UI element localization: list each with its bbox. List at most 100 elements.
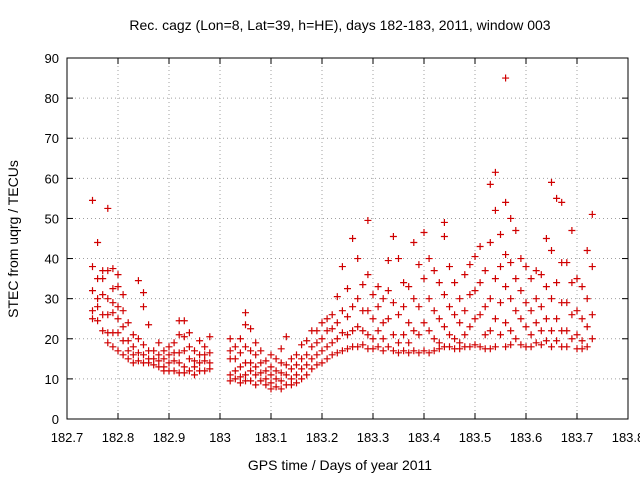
data-point: [415, 303, 423, 311]
data-point: [236, 335, 244, 343]
data-point: [155, 357, 163, 365]
data-point: [507, 295, 515, 303]
data-point: [491, 206, 499, 214]
data-point: [231, 343, 239, 351]
data-point: [287, 381, 295, 389]
data-point: [338, 307, 346, 315]
data-point: [440, 291, 448, 299]
data-point: [364, 271, 372, 279]
x-tick-labels: 182.7 182.8 182.9 183 183.1 183.2 183.3 183.4 18…: [51, 430, 640, 445]
data-point: [451, 279, 459, 287]
data-point: [242, 343, 249, 351]
data-point: [512, 307, 520, 315]
data-point: [389, 331, 397, 339]
data-point: [410, 239, 418, 247]
data-point: [410, 347, 418, 355]
data-point: [369, 345, 377, 353]
data-point: [476, 279, 484, 287]
data-point: [109, 309, 117, 317]
data-point: [369, 315, 377, 323]
data-point: [247, 325, 255, 333]
data-point: [160, 355, 168, 363]
data-point: [94, 317, 102, 325]
data-point: [502, 251, 510, 259]
data-point: [226, 347, 234, 355]
data-point: [242, 309, 249, 317]
data-point: [415, 349, 423, 357]
data-point: [257, 359, 265, 367]
data-point: [527, 275, 535, 283]
data-point: [180, 369, 188, 377]
data-point: [578, 337, 586, 345]
data-point: [277, 359, 285, 367]
data-point: [374, 327, 382, 335]
data-point: [287, 375, 295, 383]
data-point: [573, 275, 581, 283]
grid-layer: [67, 58, 628, 419]
data-point: [384, 257, 392, 265]
data-point: [384, 287, 392, 295]
data-point: [578, 315, 586, 323]
data-point: [119, 351, 127, 359]
y-tick-label: 30: [45, 292, 59, 307]
data-point: [252, 371, 260, 379]
data-point: [236, 373, 244, 381]
data-point: [252, 339, 260, 347]
data-point: [456, 345, 464, 353]
data-point: [226, 371, 234, 379]
data-point: [446, 263, 453, 271]
data-point: [104, 311, 112, 319]
data-point: [175, 331, 183, 339]
data-point: [114, 271, 122, 279]
data-point: [491, 168, 499, 176]
data-point: [298, 365, 306, 373]
data-point: [542, 283, 550, 291]
data-point: [333, 319, 341, 327]
data-point: [440, 323, 448, 331]
data-point: [522, 323, 530, 331]
data-point: [537, 271, 545, 279]
data-point: [395, 339, 402, 347]
data-point: [206, 359, 214, 367]
data-point: [415, 331, 423, 339]
data-point: [583, 247, 591, 255]
data-point: [548, 343, 555, 351]
data-point: [471, 253, 479, 261]
data-point: [104, 339, 112, 347]
data-point: [313, 351, 321, 359]
data-point: [267, 363, 275, 371]
data-point: [206, 333, 214, 341]
data-point: [267, 371, 275, 379]
data-point: [272, 375, 280, 383]
data-point: [323, 315, 331, 323]
data-point: [491, 275, 499, 283]
data-point: [425, 327, 433, 335]
data-point: [420, 319, 428, 327]
data-point: [502, 198, 510, 206]
data-point: [333, 293, 341, 301]
axis-ticks: [66, 57, 629, 420]
data-point: [114, 303, 122, 311]
data-point: [298, 341, 306, 349]
data-point: [145, 321, 153, 329]
data-point: [497, 263, 504, 271]
data-point: [532, 267, 540, 275]
data-point: [338, 263, 346, 271]
data-point: [400, 347, 408, 355]
data-point: [109, 265, 117, 273]
data-point: [298, 355, 306, 363]
data-point: [119, 307, 127, 315]
chart-title: Rec. cagz (Lon=8, Lat=39, h=HE), days 18…: [129, 17, 550, 33]
data-point: [89, 307, 96, 315]
data-point: [99, 275, 107, 283]
data-point: [104, 267, 112, 275]
data-point: [497, 299, 504, 307]
data-point: [114, 347, 122, 355]
data-point: [517, 315, 525, 323]
data-point: [145, 359, 153, 367]
data-point: [155, 351, 163, 359]
data-point: [252, 363, 260, 371]
data-point: [201, 357, 209, 365]
data-point: [89, 196, 96, 204]
data-point: [491, 315, 499, 323]
